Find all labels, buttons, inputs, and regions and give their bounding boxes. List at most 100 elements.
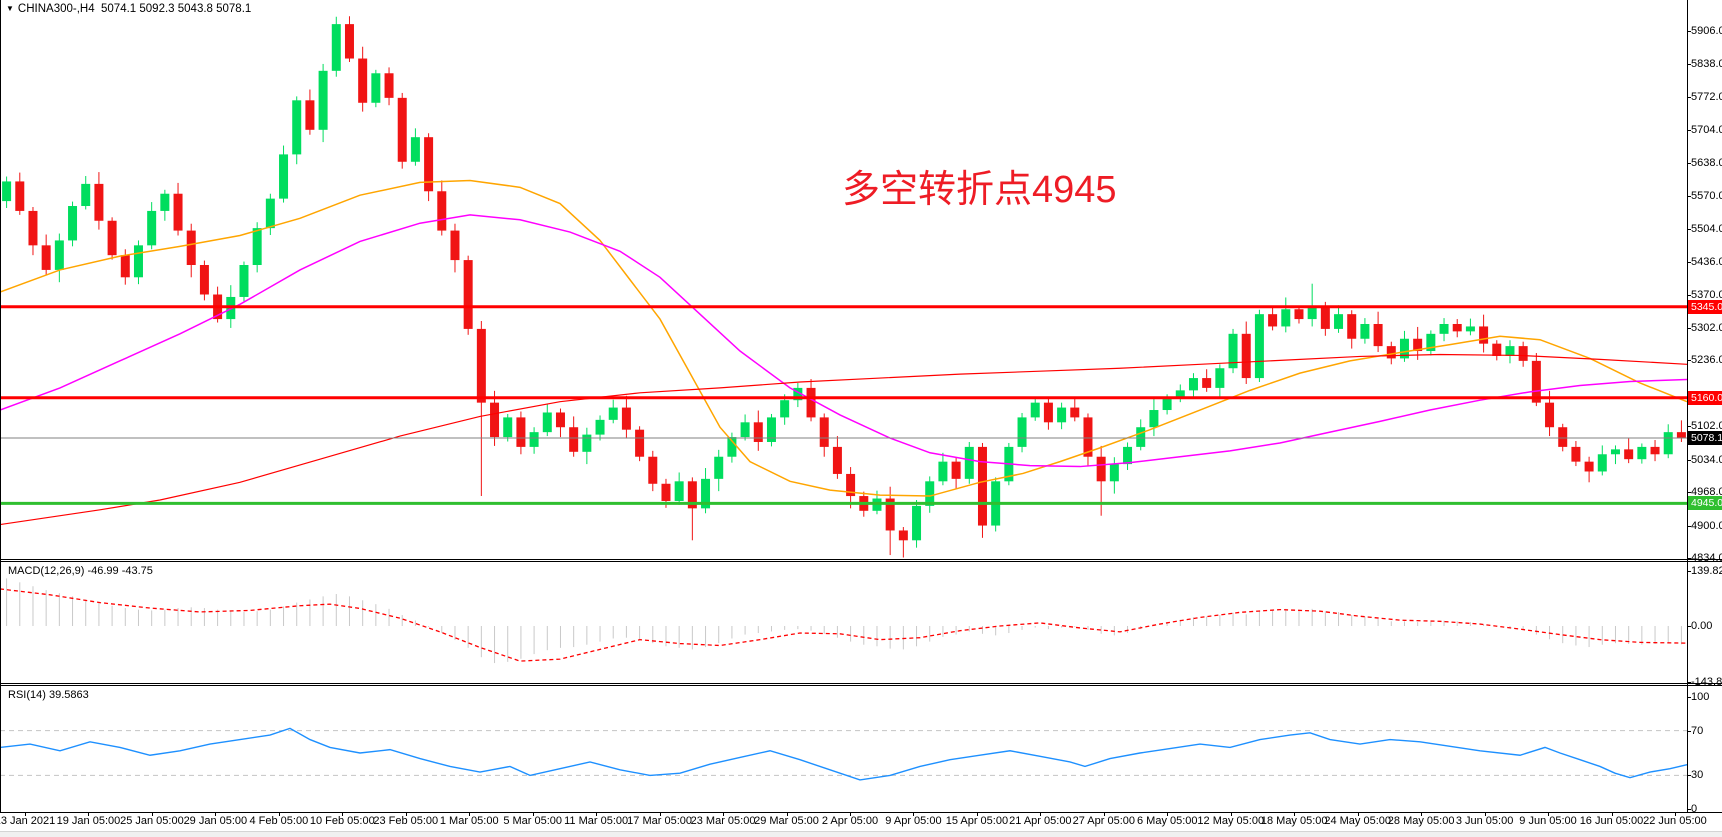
time-axis-tick (976, 812, 978, 816)
chart-title: ▼ CHINA300-,H4 5074.1 5092.3 5043.8 5078.… (6, 3, 251, 15)
rsi-indicator-chart[interactable] (0, 685, 1688, 812)
axis-tick-mark (1687, 360, 1691, 362)
time-axis-label: 19 Jan 05:00 (56, 815, 121, 827)
macd-axis-label: 0.00 (1691, 620, 1713, 632)
price-axis-label: 4900.0 (1691, 519, 1722, 532)
price-axis-label: 5704.0 (1691, 124, 1722, 137)
macd-axis-label: 139.82 (1691, 565, 1722, 578)
time-axis-tick (1357, 812, 1359, 816)
time-axis-label: 12 May 05:00 (1197, 815, 1265, 827)
axis-tick-mark (1687, 459, 1691, 461)
rsi-axis-label: 30 (1691, 769, 1704, 782)
time-axis-label: 29 Mar 05:00 (754, 815, 819, 827)
time-axis-label: 11 Mar 05:00 (564, 815, 629, 827)
rsi-axis-label: 70 (1691, 724, 1704, 737)
time-axis-tick (659, 812, 661, 816)
price-axis-separator (1687, 0, 1688, 812)
time-axis-label: 10 Feb 05:00 (309, 815, 375, 827)
symbol-dropdown-icon[interactable]: ▼ (6, 4, 14, 13)
axis-tick-mark (1687, 730, 1691, 732)
price-axis-label: 5772.0 (1691, 90, 1722, 103)
axis-tick-mark (1687, 775, 1691, 777)
time-axis-label: 6 May 05:00 (1136, 815, 1198, 827)
time-axis-label: 27 Apr 05:00 (1072, 815, 1136, 827)
time-axis-tick (1421, 812, 1423, 816)
axis-tick-mark (1687, 809, 1691, 810)
axis-tick-mark (1687, 96, 1691, 98)
time-axis-tick (1548, 812, 1550, 816)
time-axis-tick (215, 812, 217, 816)
price-axis-label: 5102.0 (1691, 420, 1722, 433)
macd-top-border (0, 561, 1722, 562)
axis-tick-mark (1687, 626, 1691, 627)
price-axis-label: 5838.0 (1691, 58, 1722, 71)
time-axis-label: 1 Mar 05:00 (439, 815, 499, 827)
time-axis-tick (532, 812, 534, 816)
macd-axis-label: -143.81 (1691, 676, 1722, 689)
time-axis-label: 17 Mar 05:00 (627, 815, 693, 827)
time-axis[interactable]: 13 Jan 2021 19 Jan 05:00 25 Jan 05:00 29 Ja… (0, 812, 1722, 830)
price-axis-label: 5570.0 (1691, 190, 1722, 203)
main-macd-separator[interactable] (0, 559, 1722, 560)
axis-tick-mark (1687, 426, 1691, 428)
time-axis-label: 15 Apr 05:00 (945, 815, 1009, 827)
time-axis-tick (88, 812, 90, 816)
time-axis-label: 24 May 05:00 (1324, 815, 1391, 827)
axis-tick-mark (1687, 571, 1691, 573)
price-level-badge: 5345.0 (1688, 299, 1722, 314)
time-axis-label: 29 Jan 05:00 (183, 815, 248, 827)
bottom-strip (0, 831, 1722, 837)
time-axis-label: 21 Apr 05:00 (1009, 815, 1072, 827)
rsi-top-border (0, 685, 1722, 686)
axis-tick-mark (1687, 697, 1691, 698)
main-price-chart[interactable] (0, 0, 1688, 559)
time-axis-tick (786, 812, 788, 816)
time-axis-label: 23 Mar 05:00 (690, 815, 756, 827)
rsi-axis-label: 0 (1691, 803, 1698, 815)
price-axis-label: 5302.0 (1691, 321, 1722, 334)
time-axis-label: 9 Apr 05:00 (885, 815, 942, 827)
time-axis-tick (278, 812, 280, 816)
axis-tick-mark (1687, 162, 1691, 164)
time-axis-tick (913, 812, 915, 816)
macd-rsi-separator[interactable] (0, 683, 1722, 684)
time-axis-label: 25 Jan 05:00 (120, 815, 184, 827)
time-axis-tick (151, 812, 153, 816)
axis-tick-mark (1687, 31, 1691, 32)
time-axis-tick (1167, 812, 1169, 816)
time-axis-label: 13 Jan 2021 (0, 815, 56, 827)
axis-tick-mark (1687, 492, 1691, 494)
axis-tick-mark (1687, 558, 1691, 559)
time-axis-tick (1611, 812, 1613, 816)
time-axis-label: 23 Feb 05:00 (373, 815, 439, 827)
macd-label: MACD(12,26,9) -46.99 -43.75 (8, 565, 153, 577)
rsi-label: RSI(14) 39.5863 (8, 689, 89, 701)
time-axis-tick (849, 812, 851, 816)
axis-tick-mark (1687, 294, 1691, 296)
time-axis-label: 28 May 05:00 (1387, 815, 1455, 827)
price-axis-label: 5436.0 (1691, 256, 1722, 269)
time-axis-tick (1103, 812, 1105, 816)
time-axis-tick (1294, 812, 1296, 816)
price-axis-label: 5504.0 (1691, 222, 1722, 235)
time-axis-label: 4 Feb 05:00 (249, 815, 309, 827)
time-axis-tick (405, 812, 407, 816)
price-axis-label: 5638.0 (1691, 156, 1722, 169)
price-level-badge: 4945.0 (1688, 496, 1722, 511)
price-level-badge: 5160.0 (1688, 390, 1722, 405)
left-border (0, 0, 1, 812)
time-axis-label: 5 Mar 05:00 (503, 815, 563, 827)
time-axis-tick (25, 812, 26, 816)
price-axis-label: 5034.0 (1691, 453, 1722, 466)
time-axis-tick (469, 812, 471, 816)
price-level-badge: 5078.1 (1688, 430, 1722, 445)
price-axis-label: 5906.0 (1691, 25, 1722, 37)
axis-tick-mark (1687, 525, 1691, 527)
macd-indicator-chart[interactable] (0, 561, 1688, 682)
price-axis-label: 4834.0 (1691, 552, 1722, 564)
time-axis-label: 18 May 05:00 (1260, 815, 1328, 827)
time-axis-tick (342, 812, 344, 816)
axis-tick-mark (1687, 196, 1691, 198)
axis-tick-mark (1687, 682, 1691, 684)
